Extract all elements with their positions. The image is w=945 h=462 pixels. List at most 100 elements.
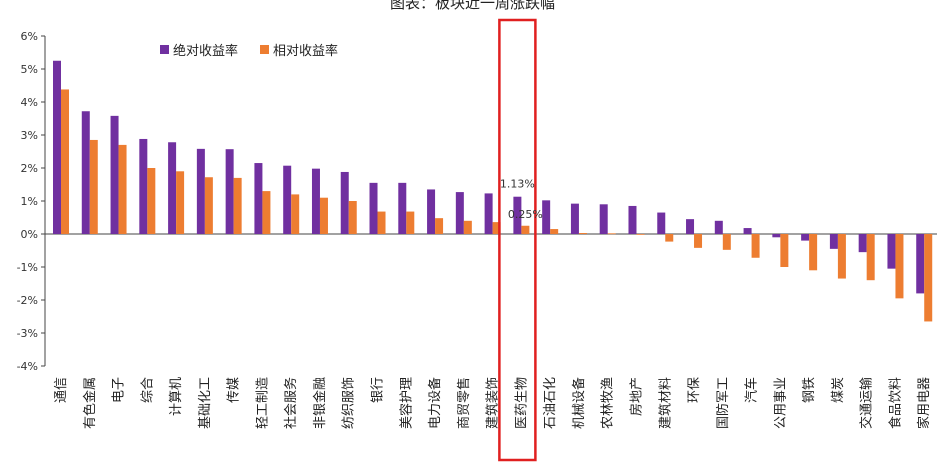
- bar-relative: [837, 234, 846, 279]
- bar-absolute: [139, 138, 148, 234]
- bar-relative: [291, 194, 300, 234]
- y-tick-label: -3%: [17, 327, 38, 340]
- bar-relative: [89, 139, 98, 234]
- category-label: 电子: [112, 377, 127, 403]
- bar-relative: [578, 233, 587, 234]
- category-label: 环保: [687, 377, 702, 403]
- category-label: 计算机: [169, 377, 184, 416]
- category-label: 医药生物: [514, 377, 529, 429]
- bar-relative: [809, 234, 818, 271]
- bar-relative: [147, 168, 156, 234]
- bar-absolute: [714, 220, 723, 234]
- category-label: 电力设备: [427, 377, 443, 429]
- bar-relative: [866, 234, 875, 281]
- category-label: 商贸零售: [456, 377, 472, 429]
- legend-swatch-absolute: [160, 45, 169, 54]
- bar-absolute: [657, 212, 666, 234]
- category-label: 机械设备: [571, 377, 587, 429]
- category-label: 建筑装饰: [485, 377, 501, 429]
- legend-item-relative: 相对收益率: [260, 40, 338, 59]
- bar-relative: [406, 211, 415, 234]
- bar-relative: [722, 234, 731, 250]
- y-tick-label: -1%: [17, 261, 38, 274]
- data-label: 1.13%: [500, 178, 535, 191]
- bar-absolute: [196, 148, 205, 234]
- category-label: 公用事业: [773, 377, 788, 429]
- category-label: 房地产: [628, 377, 644, 416]
- bar-absolute: [570, 203, 579, 234]
- bar-absolute: [340, 171, 349, 234]
- bar-absolute: [168, 142, 177, 234]
- bar-relative: [118, 144, 127, 234]
- bar-absolute: [858, 234, 867, 253]
- bar-absolute: [887, 234, 896, 269]
- category-label: 通信: [54, 377, 69, 403]
- bar-absolute: [829, 234, 838, 249]
- category-label: 食品饮料: [887, 377, 903, 429]
- bar-absolute: [916, 234, 925, 294]
- bar-absolute: [283, 165, 292, 234]
- y-tick-label: 2%: [21, 162, 38, 175]
- category-label: 基础化工: [198, 377, 213, 429]
- category-label: 农林牧渔: [601, 377, 616, 429]
- bar-relative: [636, 234, 645, 235]
- bar-relative: [751, 234, 760, 258]
- category-label: 社会服务: [283, 377, 299, 429]
- bar-relative: [607, 233, 616, 235]
- category-label: 建筑材料: [657, 377, 673, 429]
- bar-relative: [435, 218, 444, 234]
- bar-relative: [924, 234, 933, 322]
- data-label: 0.25%: [508, 208, 543, 221]
- bar-relative: [377, 211, 386, 234]
- bar-absolute: [599, 204, 608, 234]
- bar-relative: [521, 225, 530, 234]
- bar-relative: [694, 234, 703, 248]
- bar-relative: [463, 220, 472, 234]
- y-tick-label: 0%: [21, 228, 38, 241]
- y-tick-label: 1%: [21, 195, 38, 208]
- highlight-box: [498, 18, 537, 462]
- legend-item-absolute: 绝对收益率: [160, 40, 238, 59]
- bar-absolute: [743, 228, 752, 234]
- bar-absolute: [513, 196, 522, 234]
- category-label: 银行: [371, 377, 386, 403]
- category-label: 美容护理: [398, 377, 414, 429]
- bar-absolute: [369, 182, 378, 234]
- bar-relative: [665, 234, 674, 242]
- bar-relative: [262, 191, 271, 234]
- legend-swatch-relative: [260, 45, 270, 54]
- category-label: 纺织服饰: [342, 377, 357, 429]
- category-label: 综合: [140, 377, 155, 403]
- bar-relative: [895, 234, 904, 299]
- category-label: 非银金融: [312, 377, 328, 429]
- bar-relative: [492, 222, 501, 234]
- y-tick-label: -4%: [17, 360, 38, 373]
- category-label: 国防军工: [715, 377, 731, 429]
- bar-absolute: [772, 234, 781, 238]
- y-tick-label: 3%: [21, 129, 38, 142]
- category-label: 传媒: [227, 377, 242, 403]
- bar-absolute: [254, 163, 263, 234]
- bar-absolute: [81, 111, 90, 234]
- bar-absolute: [427, 189, 436, 234]
- bar-absolute: [686, 219, 695, 234]
- category-label: 煤炭: [831, 377, 846, 403]
- bar-absolute: [542, 200, 551, 234]
- bar-absolute: [801, 234, 810, 241]
- bar-absolute: [628, 205, 637, 234]
- category-label: 石油石化: [543, 377, 558, 429]
- y-tick-label: 6%: [21, 30, 38, 43]
- category-label: 交通运输: [859, 377, 875, 429]
- bar-relative: [176, 171, 185, 234]
- bar-absolute: [53, 60, 61, 234]
- bar-relative: [233, 177, 242, 234]
- bar-relative: [348, 201, 357, 234]
- y-tick-label: 4%: [21, 96, 38, 109]
- bar-relative: [61, 89, 69, 235]
- category-label: 汽车: [744, 377, 760, 403]
- bar-relative: [319, 197, 328, 234]
- bar-relative: [204, 177, 213, 234]
- chart-title: 图表：板块近一周涨跌幅: [389, 0, 555, 12]
